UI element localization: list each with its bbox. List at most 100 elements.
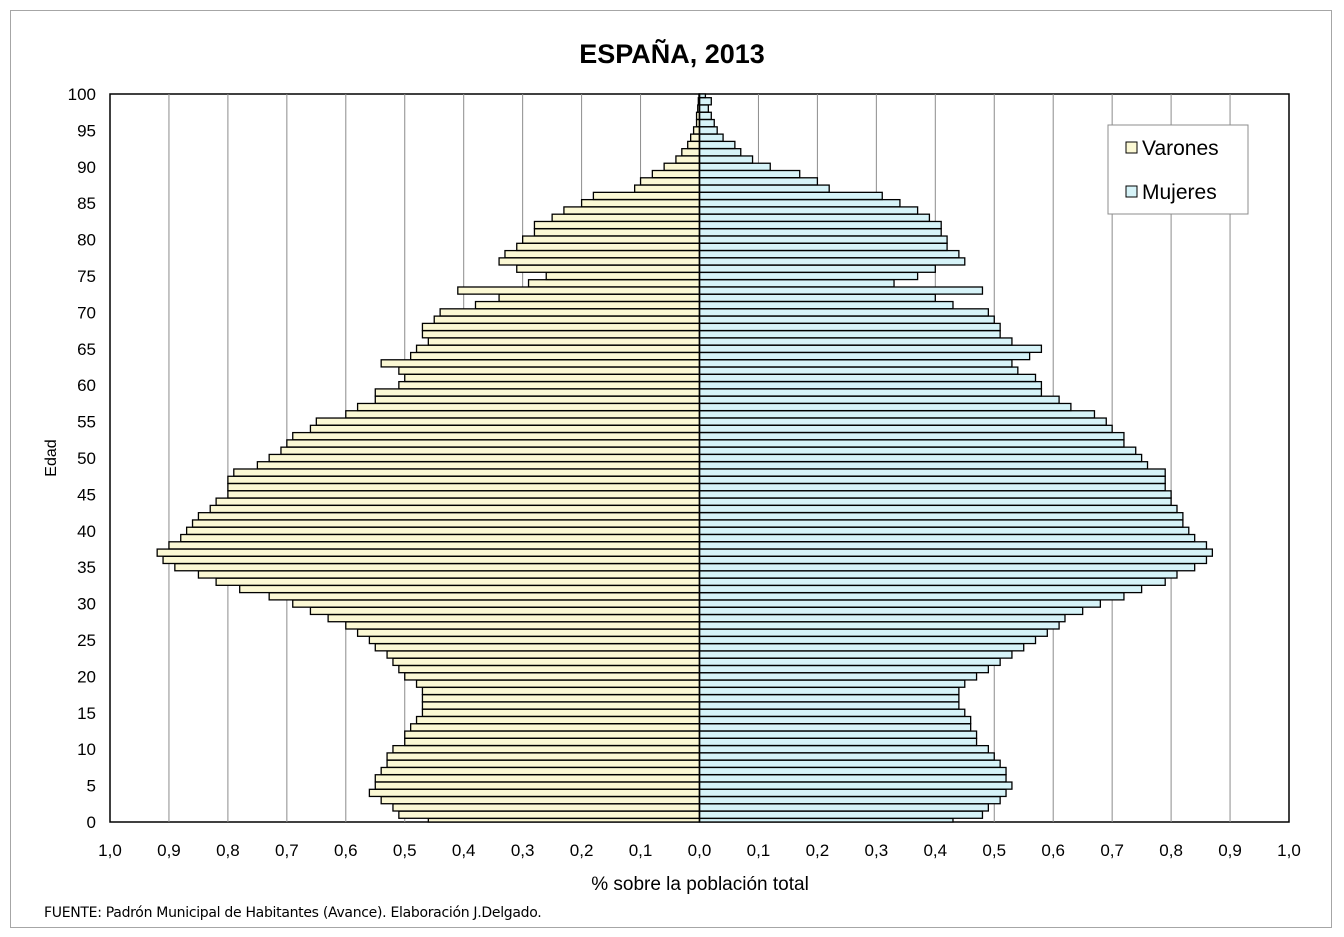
bar-varones xyxy=(421,686,701,696)
bar-varones xyxy=(421,322,701,332)
bar-mujeres xyxy=(698,366,1019,375)
bar-varones xyxy=(380,766,701,776)
y-tick-label: 80 xyxy=(77,231,96,250)
bar-mujeres xyxy=(698,817,954,823)
bar-varones xyxy=(239,584,701,594)
bar-varones xyxy=(580,198,701,208)
bar-mujeres xyxy=(698,592,1125,601)
x-tick-label: 1,0 xyxy=(98,841,122,860)
bar-mujeres xyxy=(698,322,1001,332)
bar-varones xyxy=(380,795,701,805)
bar-mujeres xyxy=(698,220,942,230)
bar-varones xyxy=(516,264,701,273)
x-tick-label: 0,5 xyxy=(393,841,417,860)
bar-varones xyxy=(398,366,701,375)
legend: Varones Mujeres xyxy=(1107,124,1249,215)
bar-varones xyxy=(185,526,701,536)
bar-mujeres xyxy=(698,118,715,128)
bar-mujeres xyxy=(698,548,1214,557)
bar-mujeres xyxy=(698,388,1043,397)
x-tick-label: 0,1 xyxy=(629,841,653,860)
bar-mujeres xyxy=(698,468,1166,477)
bar-mujeres xyxy=(698,803,990,812)
bar-varones xyxy=(374,388,701,397)
bar-mujeres xyxy=(698,512,1184,521)
bar-mujeres xyxy=(698,424,1113,434)
bar-mujeres xyxy=(698,97,712,106)
bar-varones xyxy=(522,235,701,244)
bar-mujeres xyxy=(698,330,1001,339)
bar-mujeres xyxy=(698,380,1043,390)
bar-mujeres xyxy=(698,104,709,113)
bar-mujeres xyxy=(698,555,1208,565)
bar-varones xyxy=(421,694,701,703)
bar-mujeres xyxy=(698,431,1125,441)
bar-mujeres xyxy=(698,213,931,222)
y-tick-label: 50 xyxy=(77,449,96,468)
bar-varones xyxy=(398,664,701,674)
bar-mujeres xyxy=(698,126,718,135)
bar-varones xyxy=(427,337,701,346)
bar-varones xyxy=(309,606,701,616)
y-tick-label: 65 xyxy=(77,340,96,359)
bar-mujeres xyxy=(698,206,919,215)
bar-varones xyxy=(374,643,701,652)
bar-mujeres xyxy=(698,155,754,164)
bar-mujeres xyxy=(698,446,1137,455)
bar-mujeres xyxy=(698,264,936,273)
bar-varones xyxy=(380,359,701,368)
bar-varones xyxy=(227,490,701,499)
bar-varones xyxy=(651,169,701,179)
y-tick-label: 15 xyxy=(77,704,96,723)
bar-mujeres xyxy=(698,657,1001,667)
y-tick-label: 100 xyxy=(68,85,96,104)
bar-mujeres xyxy=(698,344,1043,354)
y-tick-label: 30 xyxy=(77,595,96,614)
bar-mujeres xyxy=(698,519,1184,528)
bar-mujeres xyxy=(698,664,990,674)
x-tick-label: 0,4 xyxy=(452,841,476,860)
bar-mujeres xyxy=(698,744,990,754)
x-tick-label: 0,0 xyxy=(688,841,712,860)
y-tick-label: 95 xyxy=(77,121,96,140)
x-tick-label: 0,8 xyxy=(216,841,240,860)
y-tick-label: 25 xyxy=(77,631,96,650)
x-tick-label: 0,3 xyxy=(511,841,535,860)
x-tick-label: 0,6 xyxy=(1041,841,1065,860)
bar-mujeres xyxy=(698,694,960,703)
x-tick-label: 0,5 xyxy=(982,841,1006,860)
legend-swatch-mujeres xyxy=(1125,185,1138,198)
x-tick-label: 0,2 xyxy=(806,841,830,860)
bar-varones xyxy=(415,344,701,354)
bar-varones xyxy=(209,504,701,514)
bar-mujeres xyxy=(698,257,966,266)
bar-varones xyxy=(327,613,701,623)
x-axis-label: % sobre la población total xyxy=(591,874,809,895)
bar-varones xyxy=(368,788,701,798)
bar-mujeres xyxy=(698,475,1166,485)
bar-mujeres xyxy=(698,541,1208,550)
bar-mujeres xyxy=(698,781,1013,790)
x-tick-label: 0,8 xyxy=(1159,841,1183,860)
bar-varones xyxy=(675,155,701,164)
bar-mujeres xyxy=(698,562,1196,572)
bar-mujeres xyxy=(698,621,1060,630)
bar-varones xyxy=(415,715,701,725)
bar-varones xyxy=(345,410,701,419)
y-tick-label: 55 xyxy=(77,413,96,432)
bar-varones xyxy=(356,402,701,412)
y-tick-labels: 0 5 10 15 20 25 30 35 40 45 50 55 60 65 70 75 80 85 90 95 10… xyxy=(68,85,96,832)
bar-mujeres xyxy=(698,701,960,710)
bar-mujeres xyxy=(698,373,1037,383)
bar-varones xyxy=(421,708,701,718)
bar-varones xyxy=(197,512,701,521)
x-tick-labels: 1,0 0,9 0,8 0,7 0,6 0,5 0,4 0,3 0,2 0,1 0,0 0,1 0,2 0… xyxy=(98,841,1301,860)
bar-mujeres xyxy=(698,111,712,121)
bar-varones xyxy=(504,249,701,259)
y-tick-label: 45 xyxy=(77,485,96,504)
bar-varones xyxy=(191,519,701,528)
bar-mujeres xyxy=(698,686,960,696)
bar-varones xyxy=(268,453,701,463)
bar-mujeres xyxy=(698,504,1178,514)
y-tick-label: 75 xyxy=(77,267,96,286)
